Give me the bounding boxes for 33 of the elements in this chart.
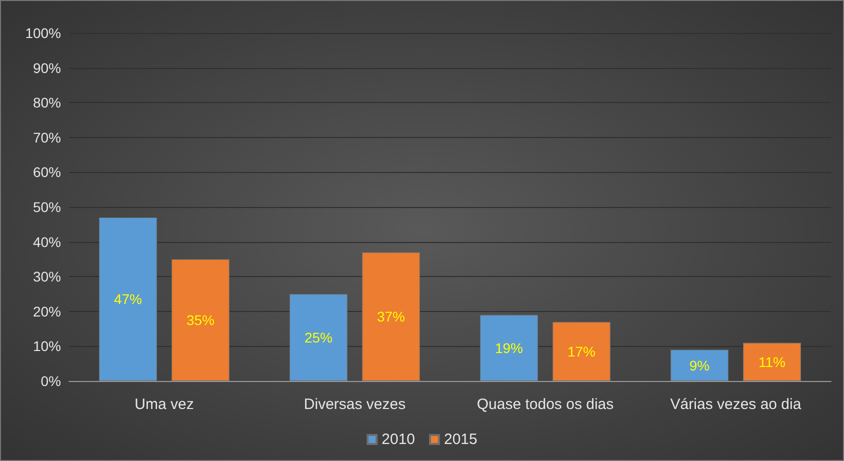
bar [99,217,157,381]
y-tick-label: 0% [40,373,61,389]
y-tick-label: 70% [32,129,61,146]
bar [290,294,348,381]
data-label: 9% [689,357,710,374]
data-label: 19% [494,340,524,356]
data-label: 35% [186,312,215,328]
y-tick-label: 60% [32,164,61,180]
legend-label: 2010 [382,431,416,448]
bar [743,342,801,381]
y-tick-label: 100% [25,25,61,41]
x-tick-label: Várias vezes ao dia [670,396,802,413]
data-label: 37% [376,308,406,325]
bar [670,350,728,381]
x-tick-label: Quase todos os dias [476,396,614,413]
bar [480,314,538,381]
data-label: 25% [304,330,333,346]
legend-label: 2015 [444,431,478,448]
data-label: 11% [758,354,786,370]
data-label: 47% [114,291,142,308]
y-tick-label: 50% [32,199,61,215]
bar [362,252,420,381]
bar [172,259,230,381]
y-tick-label: 80% [32,94,61,111]
y-tick-label: 20% [32,303,61,320]
y-tick-label: 10% [32,338,61,354]
y-tick-label: 90% [32,60,61,76]
y-tick-label: 40% [32,234,61,250]
bar [552,322,610,381]
y-tick-label: 30% [32,268,61,285]
x-tick-label: Uma vez [134,396,194,413]
data-label: 17% [567,343,596,360]
x-tick-label: Diversas vezes [304,396,406,413]
